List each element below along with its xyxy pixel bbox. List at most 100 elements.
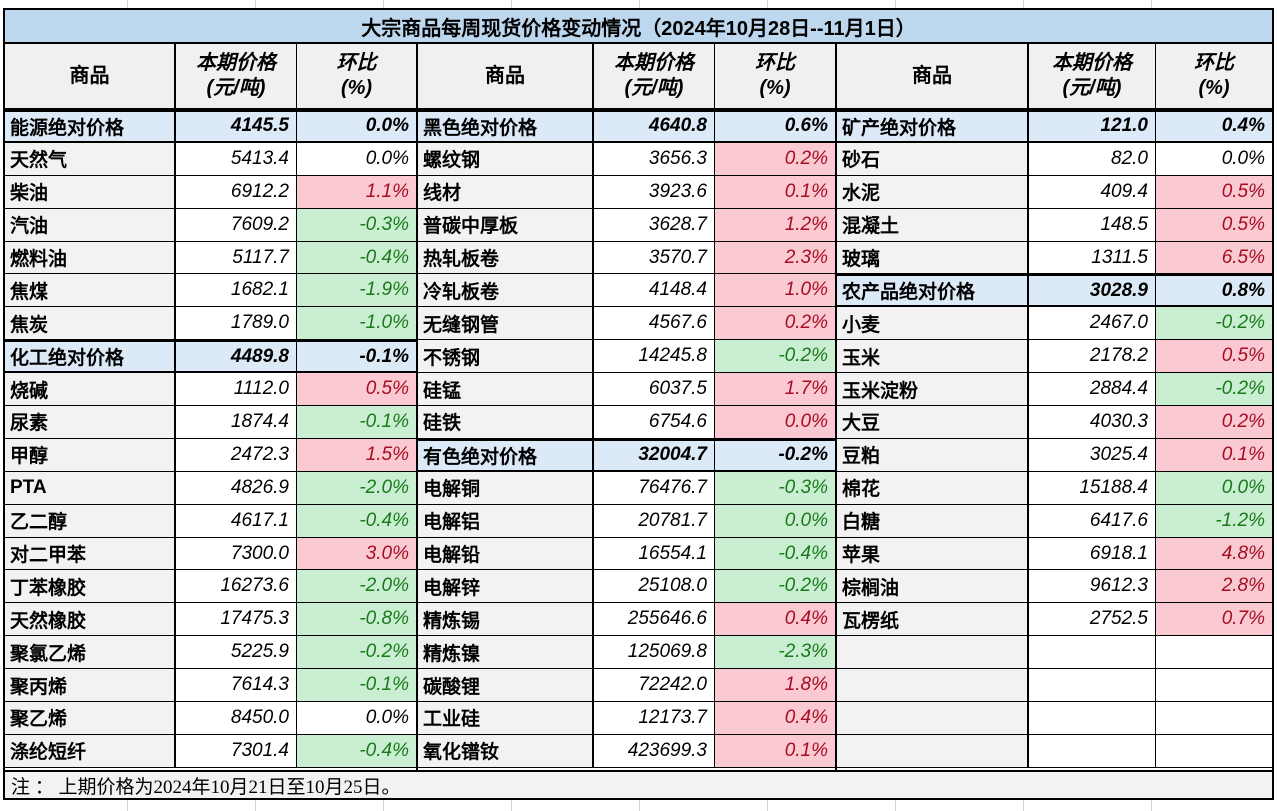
price-cell[interactable]: [1029, 669, 1156, 703]
wow-cell[interactable]: -0.1%: [297, 669, 416, 703]
commodity-cell[interactable]: 硅锰: [418, 373, 594, 407]
commodity-cell[interactable]: 聚乙烯: [5, 702, 176, 735]
commodity-cell[interactable]: 砂石: [837, 142, 1029, 176]
footnote-cell[interactable]: 注 ： 上期价格为2024年10月21日至10月25日。: [5, 770, 1272, 798]
wow-cell[interactable]: -1.9%: [297, 274, 416, 308]
commodity-cell[interactable]: 电解铜: [418, 471, 594, 505]
wow-cell[interactable]: 0.0%: [715, 406, 835, 439]
wow-cell[interactable]: -0.2%: [297, 636, 416, 670]
price-cell[interactable]: 1112.0: [176, 373, 297, 407]
price-cell[interactable]: 12173.7: [594, 702, 715, 735]
commodity-cell[interactable]: 焦煤: [5, 274, 176, 308]
wow-cell[interactable]: -0.2%: [715, 340, 835, 374]
commodity-cell[interactable]: 混凝土: [837, 208, 1029, 242]
commodity-cell[interactable]: 农产品绝对价格: [837, 274, 1029, 308]
commodity-cell[interactable]: 电解铝: [418, 504, 594, 538]
commodity-cell[interactable]: 棕榈油: [837, 570, 1029, 604]
commodity-cell[interactable]: 线材: [418, 175, 594, 209]
price-cell[interactable]: 121.0: [1029, 110, 1156, 143]
commodity-cell[interactable]: [837, 734, 1029, 768]
wow-cell[interactable]: -0.8%: [297, 603, 416, 637]
price-cell[interactable]: 3028.9: [1029, 274, 1156, 308]
price-cell[interactable]: 125069.8: [594, 636, 715, 670]
price-cell[interactable]: 5117.7: [176, 241, 297, 275]
price-cell[interactable]: 5413.4: [176, 142, 297, 176]
commodity-cell[interactable]: 棉花: [837, 471, 1029, 505]
price-cell[interactable]: 255646.6: [594, 603, 715, 637]
table-title[interactable]: 大宗商品每周现货价格变动情况（2024年10月28日--11月1日）: [5, 10, 1272, 44]
wow-cell[interactable]: 0.2%: [715, 142, 835, 176]
price-cell[interactable]: 4567.6: [594, 307, 715, 341]
commodity-cell[interactable]: PTA: [5, 471, 176, 505]
wow-cell[interactable]: 2.3%: [715, 241, 835, 275]
wow-cell[interactable]: 0.2%: [715, 307, 835, 341]
wow-cell[interactable]: -0.1%: [297, 406, 416, 439]
price-cell[interactable]: 14245.8: [594, 340, 715, 374]
price-cell[interactable]: 6918.1: [1029, 537, 1156, 571]
wow-cell[interactable]: -0.3%: [715, 471, 835, 505]
wow-cell[interactable]: -0.4%: [297, 734, 416, 768]
commodity-cell[interactable]: 无缝钢管: [418, 307, 594, 341]
price-cell[interactable]: 3628.7: [594, 208, 715, 242]
commodity-cell[interactable]: 冷轧板卷: [418, 274, 594, 308]
price-cell[interactable]: 1311.5: [1029, 241, 1156, 275]
col-header-wow[interactable]: 环比 (%): [1156, 44, 1272, 108]
price-cell[interactable]: 4640.8: [594, 110, 715, 143]
commodity-cell[interactable]: 苹果: [837, 537, 1029, 571]
price-cell[interactable]: 16554.1: [594, 537, 715, 571]
wow-cell[interactable]: -0.2%: [1156, 307, 1272, 341]
wow-cell[interactable]: 0.4%: [1156, 110, 1272, 143]
commodity-cell[interactable]: 瓦楞纸: [837, 603, 1029, 637]
price-cell[interactable]: 4617.1: [176, 504, 297, 538]
price-cell[interactable]: 6754.6: [594, 406, 715, 439]
price-cell[interactable]: 15188.4: [1029, 471, 1156, 505]
price-cell[interactable]: 3570.7: [594, 241, 715, 275]
commodity-cell[interactable]: 燃料油: [5, 241, 176, 275]
wow-cell[interactable]: 0.6%: [715, 110, 835, 143]
wow-cell[interactable]: -0.4%: [297, 504, 416, 538]
price-cell[interactable]: 32004.7: [594, 438, 715, 472]
price-cell[interactable]: 2752.5: [1029, 603, 1156, 637]
commodity-cell[interactable]: 有色绝对价格: [418, 438, 594, 472]
commodity-cell[interactable]: 天然橡胶: [5, 603, 176, 637]
price-cell[interactable]: 1874.4: [176, 406, 297, 439]
wow-cell[interactable]: -1.0%: [297, 307, 416, 341]
price-cell[interactable]: 4826.9: [176, 471, 297, 505]
price-cell[interactable]: 2178.2: [1029, 340, 1156, 374]
price-cell[interactable]: 5225.9: [176, 636, 297, 670]
price-cell[interactable]: 72242.0: [594, 669, 715, 703]
commodity-cell[interactable]: 大豆: [837, 406, 1029, 439]
commodity-cell[interactable]: 能源绝对价格: [5, 110, 176, 143]
wow-cell[interactable]: -0.4%: [297, 241, 416, 275]
commodity-cell[interactable]: 普碳中厚板: [418, 208, 594, 242]
price-cell[interactable]: 17475.3: [176, 603, 297, 637]
wow-cell[interactable]: 0.2%: [1156, 406, 1272, 439]
price-cell[interactable]: 20781.7: [594, 504, 715, 538]
commodity-cell[interactable]: 甲醇: [5, 438, 176, 472]
wow-cell[interactable]: 1.5%: [297, 438, 416, 472]
commodity-cell[interactable]: 化工绝对价格: [5, 340, 176, 374]
commodity-cell[interactable]: 乙二醇: [5, 504, 176, 538]
wow-cell[interactable]: -0.2%: [715, 438, 835, 472]
wow-cell[interactable]: -0.4%: [715, 537, 835, 571]
price-cell[interactable]: 148.5: [1029, 208, 1156, 242]
price-cell[interactable]: 3656.3: [594, 142, 715, 176]
wow-cell[interactable]: -0.1%: [297, 340, 416, 374]
price-cell[interactable]: 9612.3: [1029, 570, 1156, 604]
wow-cell[interactable]: [1156, 669, 1272, 703]
wow-cell[interactable]: -0.2%: [715, 570, 835, 604]
price-cell[interactable]: 7300.0: [176, 537, 297, 571]
wow-cell[interactable]: 0.8%: [1156, 274, 1272, 308]
wow-cell[interactable]: -2.3%: [715, 636, 835, 670]
wow-cell[interactable]: 0.0%: [1156, 142, 1272, 176]
price-cell[interactable]: 6037.5: [594, 373, 715, 407]
commodity-cell[interactable]: 热轧板卷: [418, 241, 594, 275]
wow-cell[interactable]: 0.1%: [715, 175, 835, 209]
wow-cell[interactable]: 0.4%: [715, 702, 835, 735]
col-header-price[interactable]: 本期价格 (元/吨): [594, 44, 715, 108]
commodity-cell[interactable]: 玻璃: [837, 241, 1029, 275]
price-cell[interactable]: [1029, 702, 1156, 735]
price-cell[interactable]: 409.4: [1029, 175, 1156, 209]
wow-cell[interactable]: 2.8%: [1156, 570, 1272, 604]
commodity-cell[interactable]: 对二甲苯: [5, 537, 176, 571]
